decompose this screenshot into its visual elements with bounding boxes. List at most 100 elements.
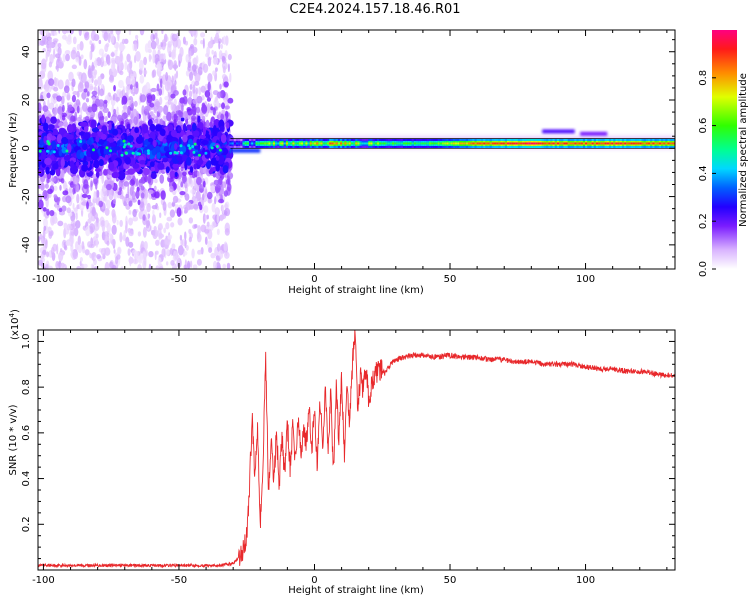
spectrogram-cell [43,225,47,231]
spectrogram-cell [206,214,210,220]
spectrogram-cell [145,81,151,93]
spectrogram-y-tick-label: 40 [21,45,32,58]
spectrogram-cell [45,251,50,258]
spectrogram-cell [149,123,156,132]
spectrogram-cell [210,252,216,259]
spectrogram-cell [66,124,74,134]
spectrogram-cell [201,140,209,146]
spectrogram-cell [81,241,85,250]
spectrogram-cell [152,209,155,216]
spectrogram-cell [42,207,47,212]
spectrogram-cell [165,71,169,82]
spectrogram-cell [81,164,88,172]
spectrogram-cell [144,105,151,112]
spectrogram-cell [110,57,116,63]
spectrogram-cell [75,99,81,107]
spectrogram-cell [188,90,193,98]
colorbar-tick-label: 0.4 [698,165,709,181]
spectrogram-cell [38,102,42,113]
spectrogram-cell [154,118,159,124]
spectrogram-cell [47,124,55,130]
spectrogram-cell [95,168,101,173]
spectrogram-cell [129,255,132,267]
spectrogram-cell [174,143,178,150]
spectrogram-cell [89,252,92,259]
spectrogram-cell [155,265,160,269]
spectrogram-cell [218,148,222,152]
spectrogram-cell [186,124,192,131]
spectrogram-cell [91,148,95,152]
spectrogram-cell [216,228,220,236]
spectrogram-cell [111,171,120,179]
spectrogram-cell [53,194,58,199]
spectrogram-cell [227,53,232,61]
spectrogram-cell [211,202,216,213]
spectrogram-cell [81,201,87,206]
spectrogram-cell [146,94,153,104]
spectrogram-cell [192,150,196,154]
spectrogram-cell [104,261,110,269]
spectrogram-cell [89,83,94,91]
spectrogram-cell [163,54,166,61]
spectrogram-cell [57,220,64,227]
spectrogram-cell [220,43,224,50]
spectrogram-cell [165,261,169,266]
spectrogram-cell [109,261,114,268]
spectrogram-cell [85,225,91,237]
spectrogram-cell [223,251,230,259]
spectrogram-cell [185,244,189,251]
spectrogram-cell [113,191,117,201]
spectrogram-cell [224,228,230,236]
spectrogram-cell [72,250,79,260]
spectrogram-cell [90,180,93,188]
spectrogram-cell [63,85,70,94]
spectrogram-cell [59,109,63,120]
spectrogram-cell [171,243,176,250]
spectrogram-cell [183,264,188,269]
spectrogram-cell [147,137,153,143]
spectrogram-cell [185,70,191,77]
spectrogram-cell [104,207,110,216]
spectrogram-cell [157,162,165,170]
spectrogram-cell [196,106,201,114]
spectrogram-cell [80,106,83,117]
spectrogram-cell [132,215,139,222]
spectrogram-cell [181,103,184,113]
spectrogram-cell [91,264,95,269]
spectrogram-cell [90,64,96,71]
spectrogram-cell [111,239,116,246]
spectrogram-cell [38,235,41,243]
spectrogram-cell [46,177,50,184]
spectrogram-cell [83,263,88,269]
spectrogram-cell [150,87,157,93]
spectrogram-cell [192,173,196,179]
spectrogram-cell [48,78,55,87]
spectrogram-cell [75,183,79,193]
spectrogram-cell [111,224,117,235]
spectrogram-cell [43,218,48,228]
spectrogram-cell [223,81,229,88]
spectrogram-cell [69,160,75,169]
spectrogram-cell [76,105,80,114]
spectrogram-cell [192,107,197,116]
spectrogram-cell [72,202,75,210]
spectrogram-cell [226,122,230,129]
spectrogram-cell [75,212,78,220]
spectrogram-cell [55,261,60,269]
spectrogram-cell [196,95,203,104]
spectrogram-cell [79,257,83,262]
spectrogram-cell [150,172,157,180]
spectrogram-cell [65,149,69,153]
spectrogram-cell [225,179,229,185]
spectrogram-cell [208,247,213,254]
spectrogram-cell [207,72,213,83]
spectrogram-cell [75,241,79,252]
spectrogram-cell [222,263,227,269]
spectrogram-cell [172,195,179,204]
spectrogram-cell [201,193,205,201]
spectrogram-cell [211,221,217,229]
spectrogram-cell [93,79,98,87]
spectrogram-cell [123,229,126,240]
